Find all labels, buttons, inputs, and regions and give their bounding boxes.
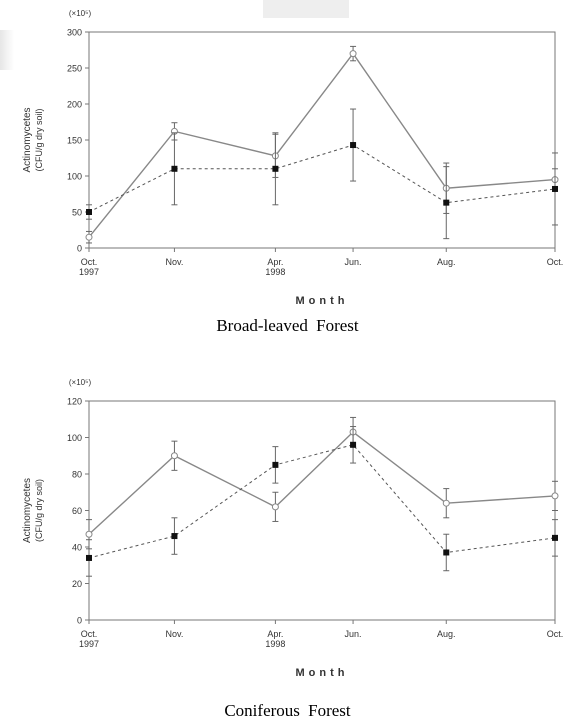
data-point-square xyxy=(443,549,450,556)
x-tick-label: Oct. xyxy=(81,257,98,267)
y-tick-label: 80 xyxy=(72,470,82,480)
data-point-square xyxy=(350,142,357,149)
y-tick-label: 200 xyxy=(67,100,82,110)
data-point-square xyxy=(443,199,450,206)
y-tick-label: 40 xyxy=(72,543,82,553)
y-axis-label: Actinomycetes xyxy=(22,478,33,543)
y-multiplier-label: (×10⁵) xyxy=(69,9,92,18)
data-point-circle xyxy=(85,233,93,241)
series-solid-line xyxy=(88,52,556,238)
data-point-circle xyxy=(170,452,178,460)
y-tick-label: 120 xyxy=(67,397,82,407)
data-point-circle xyxy=(442,499,450,507)
data-point-square xyxy=(350,441,357,448)
x-tick-label: Jun. xyxy=(345,629,362,639)
y-multiplier-label: (×10⁵) xyxy=(69,378,92,387)
x-tick-year-label: 1998 xyxy=(265,267,285,277)
x-tick-year-label: 1998 xyxy=(265,639,285,649)
x-tick-label: Jun. xyxy=(345,257,362,267)
plot-frame xyxy=(88,31,556,249)
x-tick-label: Nov. xyxy=(166,629,184,639)
series-dashed-line xyxy=(88,444,556,559)
x-axis-title: Month xyxy=(296,295,349,307)
y-tick-label: 100 xyxy=(67,433,82,443)
data-point-circle xyxy=(271,503,279,511)
data-point-circle xyxy=(85,530,93,538)
x-tick-label: Aug. xyxy=(437,257,456,267)
x-tick-label: Aug. xyxy=(437,629,456,639)
y-axis-unit-label: (CFU/g dry soil) xyxy=(34,479,44,542)
data-point-square xyxy=(86,209,92,215)
x-tick-label: Oct. xyxy=(547,629,564,639)
data-point-square xyxy=(272,461,279,468)
data-point-square xyxy=(86,554,92,561)
data-point-circle xyxy=(349,50,357,58)
data-point-square xyxy=(552,534,558,541)
y-tick-label: 250 xyxy=(67,64,82,74)
x-tick-label: Apr. xyxy=(267,629,283,639)
data-point-circle xyxy=(551,492,559,500)
data-point-square xyxy=(171,533,178,540)
plot-frame xyxy=(88,400,556,621)
y-axis-unit-label: (CFU/g dry soil) xyxy=(34,108,44,171)
y-tick-label: 50 xyxy=(72,208,82,218)
y-tick-label: 60 xyxy=(72,506,82,516)
y-tick-label: 20 xyxy=(72,579,82,589)
x-tick-label: Oct. xyxy=(81,629,98,639)
x-axis-title: Month xyxy=(296,667,349,679)
broad-leaved-forest-caption: Broad-leaved Forest xyxy=(216,316,359,335)
top-scan-artifact xyxy=(263,0,349,18)
left-scan-artifact xyxy=(0,30,14,70)
x-tick-year-label: 1997 xyxy=(79,267,99,277)
broad-leaved-forest-panel: 0 50 100 150 200 250 300 Oct. 1997 Nov. Apr. 1998 Ju… xyxy=(0,0,575,360)
x-tick-label: Apr. xyxy=(267,257,283,267)
data-point-square xyxy=(552,185,558,192)
coniferous-forest-panel: 0 20 40 60 80 100 120 Oct. 1997 Nov. Apr. 1998 Jun. A… xyxy=(0,365,575,727)
y-tick-label: 300 xyxy=(67,28,82,38)
y-axis-label: Actinomycetes xyxy=(22,107,33,172)
series-solid-line xyxy=(88,431,556,535)
coniferous-forest-caption: Coniferous Forest xyxy=(224,701,351,720)
y-tick-label: 0 xyxy=(77,244,82,254)
series-dashed-line xyxy=(88,144,556,213)
data-point-square xyxy=(272,165,279,172)
y-tick-label: 150 xyxy=(67,136,82,146)
y-tick-label: 100 xyxy=(67,172,82,182)
x-tick-label: Nov. xyxy=(166,257,184,267)
y-tick-label: 0 xyxy=(77,616,82,626)
data-point-square xyxy=(171,165,178,172)
x-tick-year-label: 1997 xyxy=(79,639,99,649)
x-tick-label: Oct. xyxy=(547,257,564,267)
